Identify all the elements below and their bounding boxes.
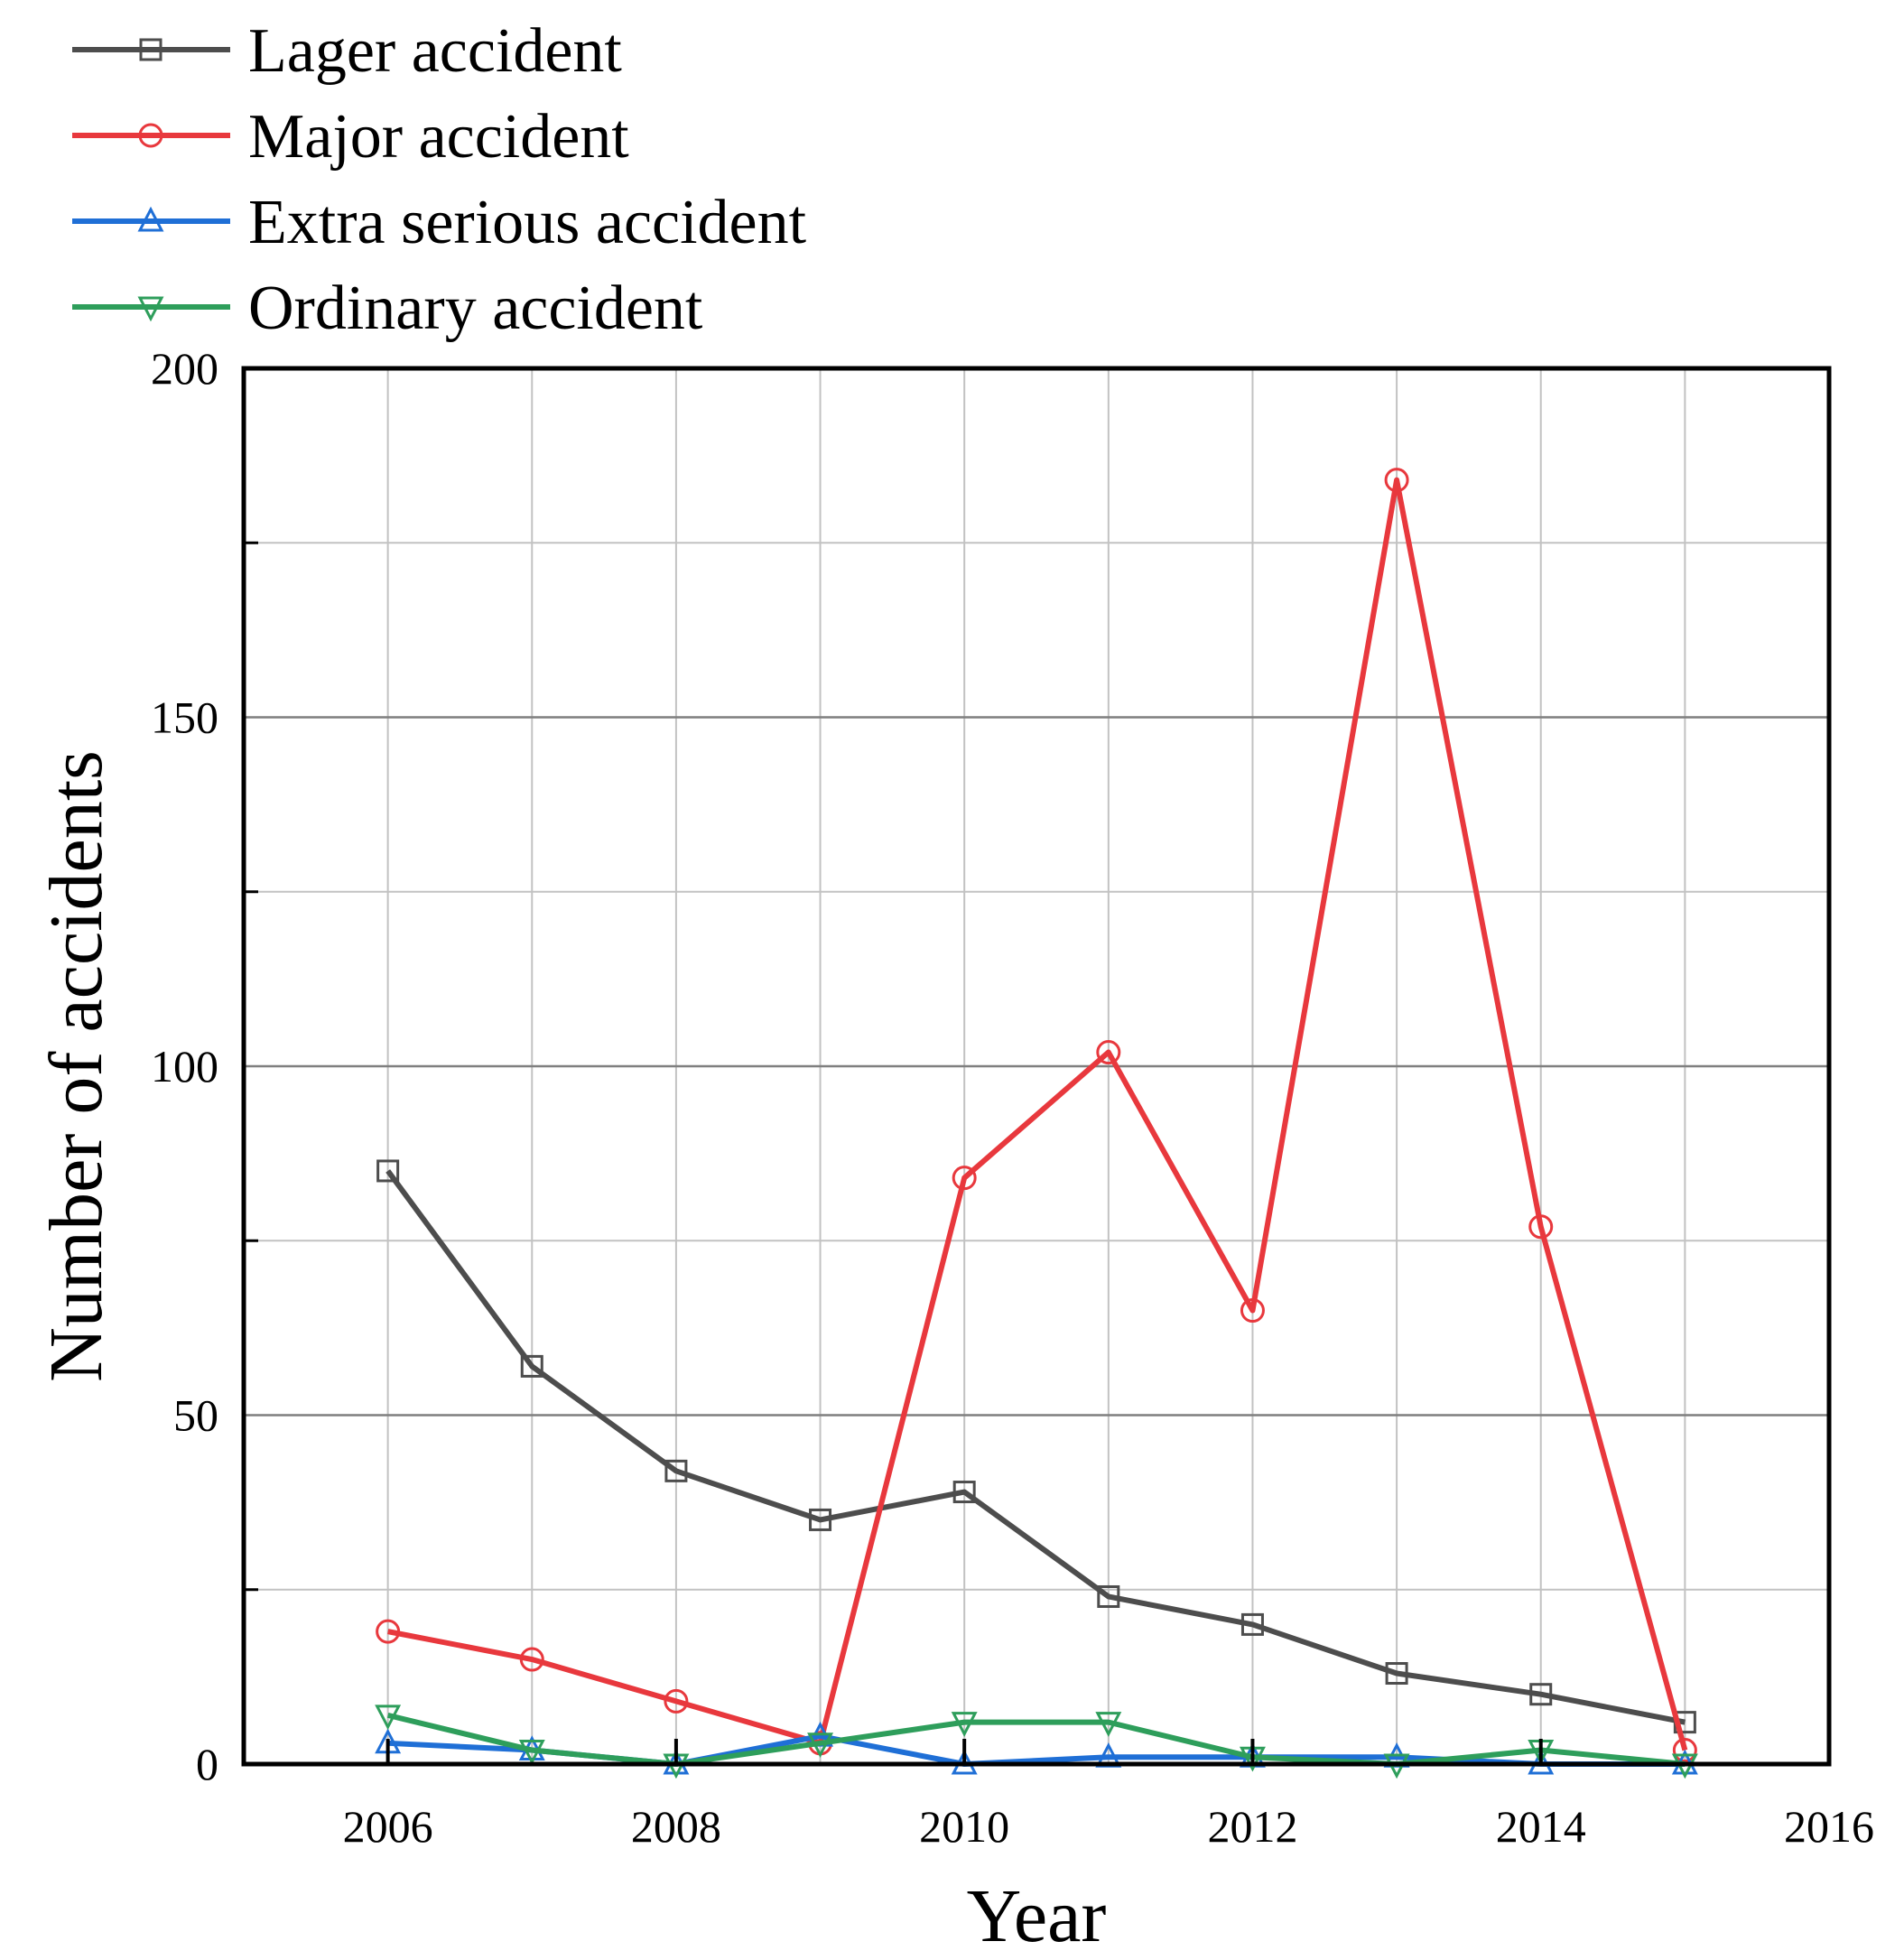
y-tick-label: 0: [196, 1739, 218, 1789]
data-point: [519, 1647, 544, 1672]
y-axis-title: Number of accidents: [34, 750, 118, 1382]
data-point: [376, 1619, 401, 1644]
x-tick-label: 2008: [631, 1801, 721, 1852]
series-major-accident: [376, 468, 1697, 1763]
data-point: [1385, 1662, 1408, 1686]
legend-marker: [139, 38, 163, 61]
x-tick-label: 2014: [1496, 1801, 1586, 1852]
data-point: [1096, 1040, 1121, 1065]
grid: [244, 368, 1829, 1764]
data-point: [375, 1705, 402, 1731]
legend-label: Lager accident: [248, 16, 622, 86]
data-point: [1384, 468, 1409, 493]
series-line: [387, 1733, 1686, 1767]
x-axis-title: Year: [967, 1874, 1107, 1958]
legend-item: Major accident: [72, 102, 629, 172]
legend-marker: [137, 296, 164, 322]
data-point: [376, 1159, 400, 1183]
legend: Lager accident Major accident Extra seriou…: [72, 16, 807, 343]
data-point: [951, 1712, 978, 1737]
data-point: [952, 1166, 977, 1191]
data-point: [1529, 1683, 1553, 1706]
legend-label: Extra serious accident: [248, 188, 807, 257]
series-layer: [375, 468, 1698, 1779]
data-point: [1095, 1712, 1122, 1737]
plot-frame: [241, 366, 1832, 1767]
data-point: [664, 1688, 689, 1714]
data-point: [1240, 1298, 1265, 1324]
data-point: [664, 1459, 688, 1482]
data-point: [809, 1508, 832, 1531]
data-point: [952, 1481, 976, 1504]
data-point: [807, 1732, 834, 1759]
series-line: [386, 1712, 1686, 1767]
x-tick-label: 2016: [1784, 1801, 1874, 1852]
series-line: [385, 1169, 1686, 1725]
x-tick-label: 2010: [919, 1801, 1009, 1852]
data-point: [518, 1740, 545, 1765]
legend-label: Ordinary accident: [248, 274, 703, 343]
legend-item: Extra serious accident: [72, 188, 807, 257]
y-tick-label: 200: [151, 343, 218, 394]
x-tick-label: 2006: [343, 1801, 433, 1852]
y-tick-label: 50: [173, 1390, 218, 1441]
series-line: [387, 477, 1688, 1751]
data-point: [1097, 1584, 1120, 1608]
axis-ticks: 2006 2008 2010 2012 2014 2016 0 50 100 150 200: [151, 343, 1874, 1852]
legend-item: Lager accident: [72, 16, 622, 86]
series-lager-accident: [376, 1159, 1696, 1734]
x-tick-label: 2012: [1207, 1801, 1297, 1852]
y-tick-label: 100: [151, 1041, 218, 1091]
data-point: [1240, 1612, 1264, 1636]
legend-item: Ordinary accident: [72, 274, 703, 343]
data-point: [1528, 1214, 1554, 1240]
y-tick-label: 150: [151, 692, 218, 743]
legend-marker: [138, 123, 163, 148]
data-point: [1672, 1738, 1697, 1763]
legend-marker: [137, 206, 164, 232]
data-point: [520, 1354, 543, 1378]
legend-label: Major accident: [248, 102, 629, 172]
